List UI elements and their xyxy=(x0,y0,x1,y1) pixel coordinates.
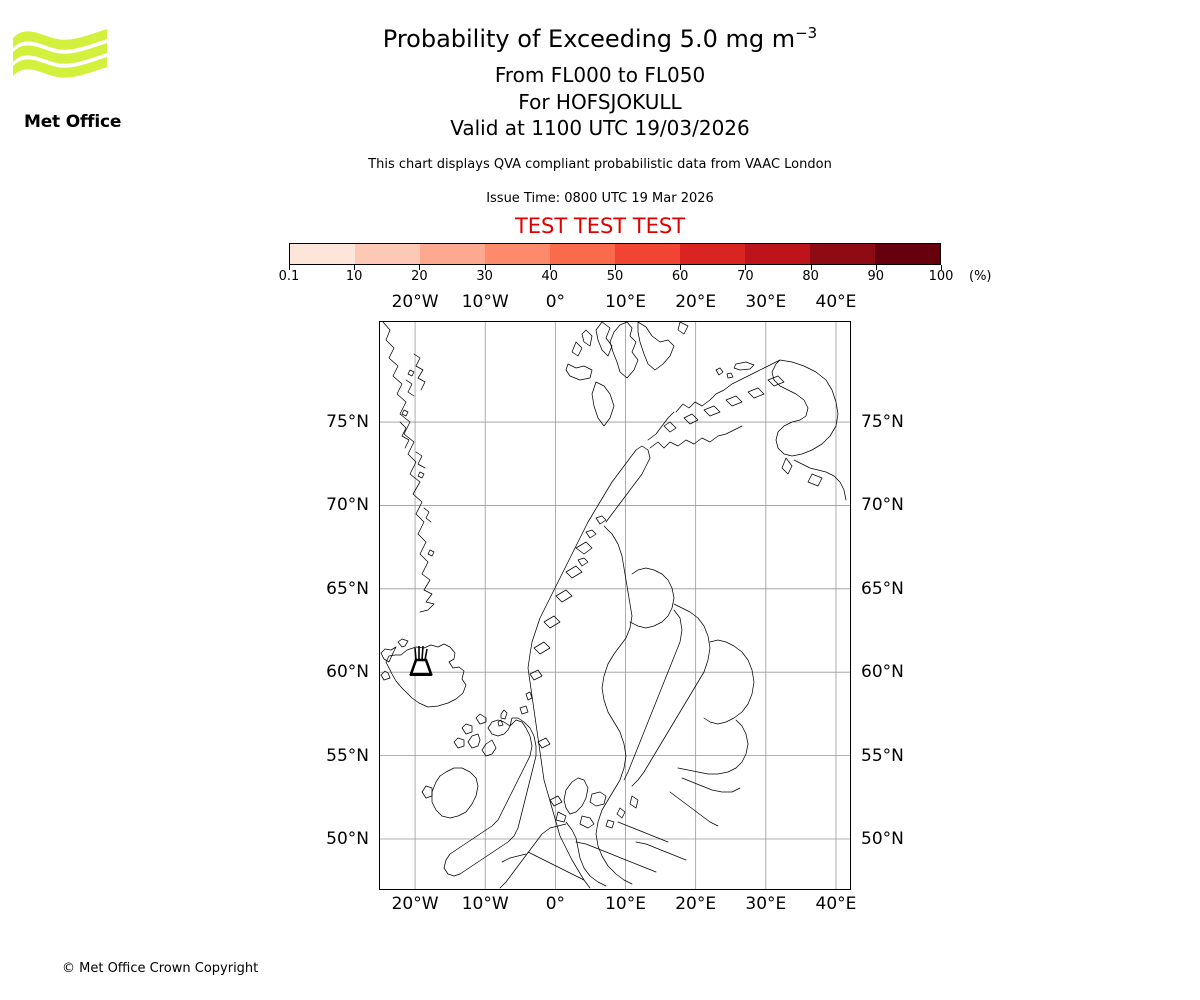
colorbar-swatch-0 xyxy=(290,244,355,264)
latitude-label-left: 75°N xyxy=(326,412,369,433)
longitude-label-top: 0° xyxy=(545,292,566,312)
latitude-label-right: 50°N xyxy=(861,828,904,849)
colorbar-swatch-6 xyxy=(680,244,745,264)
longitude-label-bottom: 20°E xyxy=(675,894,717,914)
latitude-label-left: 65°N xyxy=(326,578,369,599)
colorbar-tick xyxy=(549,265,551,270)
page-title-text: Probability of Exceeding 5.0 mg m xyxy=(382,25,796,53)
colorbar-tick-label: 90 xyxy=(867,269,885,284)
latitude-label-left: 60°N xyxy=(326,662,369,683)
colorbar-tick-label: 100 xyxy=(928,269,954,284)
map-geography xyxy=(380,322,850,889)
longitude-label-bottom: 20°W xyxy=(391,894,439,914)
colorbar-swatch-5 xyxy=(615,244,680,264)
colorbar-swatch-4 xyxy=(550,244,615,264)
page-title: Probability of Exceeding 5.0 mg m−3 xyxy=(0,24,1200,53)
latitude-label-right: 55°N xyxy=(861,745,904,766)
colorbar-tick xyxy=(484,265,486,270)
colorbar-tick-label: 70 xyxy=(737,269,754,284)
colorbar-swatch-9 xyxy=(875,244,940,264)
longitude-label-bottom: 0° xyxy=(545,894,566,914)
colorbar-unit-label: (%) xyxy=(969,269,992,284)
colorbar-swatch-7 xyxy=(745,244,810,264)
colorbar-tick xyxy=(615,265,616,270)
map-gridlines xyxy=(380,322,850,889)
volcano-title: For HOFSJOKULL xyxy=(518,90,682,114)
colorbar-tick-label: 10 xyxy=(345,269,363,284)
colorbar-tick-label: 20 xyxy=(411,269,428,284)
met-office-logo-text: Met Office xyxy=(24,112,122,132)
colorbar-tick xyxy=(941,265,942,270)
colorbar-gradient xyxy=(289,243,941,265)
colorbar-tick-label: 50 xyxy=(606,269,624,284)
colorbar-tick-label: 80 xyxy=(802,269,819,284)
colorbar-tick xyxy=(745,265,747,270)
longitude-label-top: 30°E xyxy=(745,292,787,312)
volcano-icon xyxy=(409,645,433,676)
longitude-label-bottom: 40°E xyxy=(815,894,857,914)
latitude-label-right: 70°N xyxy=(861,495,904,516)
colorbar-tick-label: 40 xyxy=(541,269,559,284)
latitude-label-right: 60°N xyxy=(861,662,904,683)
colorbar xyxy=(289,243,942,270)
longitude-label-top: 10°W xyxy=(461,292,509,312)
flight-level-range: From FL000 to FL050 xyxy=(494,63,706,87)
colorbar-swatch-1 xyxy=(355,244,420,264)
longitude-label-top: 10°E xyxy=(605,292,646,312)
colorbar-tick xyxy=(810,265,812,270)
longitude-label-bottom: 30°E xyxy=(745,894,787,914)
longitude-label-top: 40°E xyxy=(815,292,857,312)
latitude-label-right: 75°N xyxy=(861,412,904,433)
longitude-label-bottom: 10°E xyxy=(605,894,646,914)
copyright-notice: © Met Office Crown Copyright xyxy=(62,961,259,976)
colorbar-swatch-2 xyxy=(420,244,485,264)
met-office-wave-icon xyxy=(13,29,107,78)
colorbar-tick xyxy=(354,265,356,270)
colorbar-swatch-8 xyxy=(810,244,875,264)
valid-time: Valid at 1100 UTC 19/03/2026 xyxy=(450,116,750,140)
test-banner: TEST TEST TEST xyxy=(514,214,686,238)
colorbar-tick xyxy=(289,265,290,270)
latitude-label-right: 65°N xyxy=(861,578,904,599)
met-office-logo: Met Office xyxy=(12,26,121,132)
map-coastlines xyxy=(380,322,847,889)
colorbar-tick xyxy=(680,265,682,270)
latitude-label-left: 50°N xyxy=(326,828,369,849)
page-title-exponent: −3 xyxy=(795,24,818,42)
issue-time: Issue Time: 0800 UTC 19 Mar 2026 xyxy=(486,191,714,206)
colorbar-tick-label: 30 xyxy=(476,269,493,284)
qva-note: This chart displays QVA compliant probab… xyxy=(368,157,832,172)
longitude-label-top: 20°E xyxy=(675,292,717,312)
colorbar-tick xyxy=(419,265,421,270)
longitude-label-bottom: 10°W xyxy=(461,894,509,914)
colorbar-tick-label: 0.1 xyxy=(278,269,300,284)
longitude-label-top: 20°W xyxy=(391,292,439,312)
colorbar-tick-label: 60 xyxy=(671,269,689,284)
colorbar-swatch-3 xyxy=(485,244,550,264)
latitude-label-left: 70°N xyxy=(326,495,369,516)
latitude-label-left: 55°N xyxy=(326,745,369,766)
colorbar-tick xyxy=(875,265,877,270)
map-canvas[interactable] xyxy=(379,321,851,890)
